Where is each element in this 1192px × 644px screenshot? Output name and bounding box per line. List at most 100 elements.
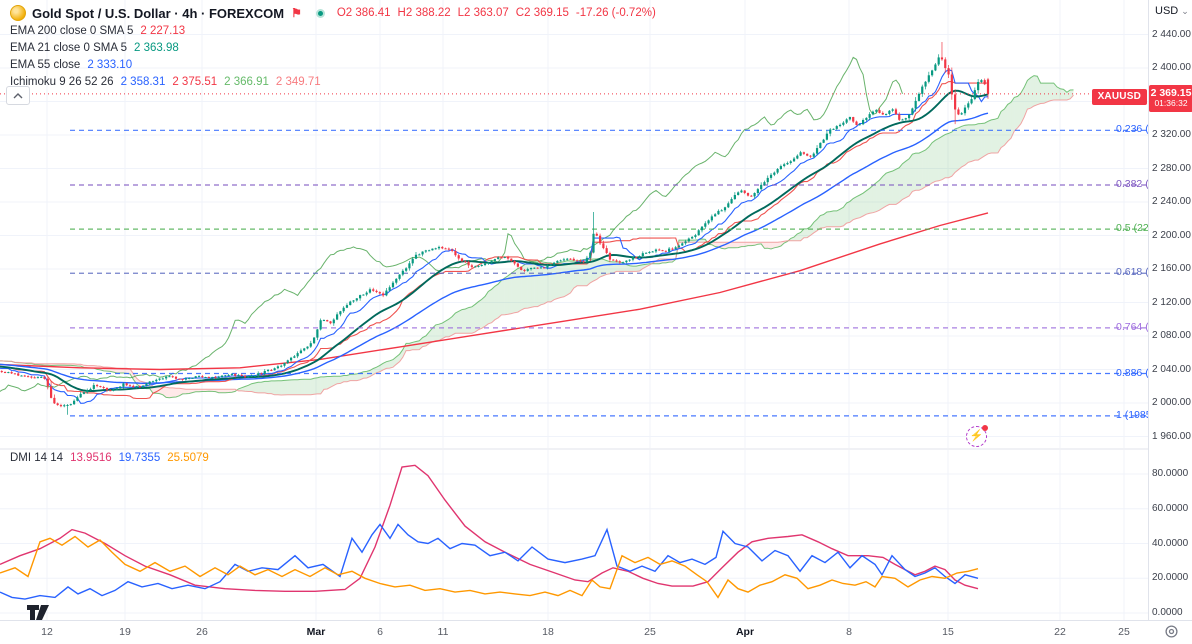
- chevron-down-icon: ⌄: [1181, 5, 1189, 16]
- dmi-pane: [0, 464, 979, 600]
- price-axis-label: 2 320.00: [1152, 129, 1191, 140]
- indicator-values: 13.9516 19.7355 25.5079: [63, 452, 209, 464]
- price-line-symbol-tag: XAUUSD: [1091, 89, 1147, 105]
- chikou-span-line: [0, 56, 903, 392]
- alerts-lightning-button[interactable]: ⚡: [966, 425, 988, 447]
- time-axis-label: Apr: [735, 626, 755, 638]
- fib-level-label: 1 (1985: [1116, 408, 1152, 421]
- legend-row-ema21[interactable]: EMA 21 close 0 SMA 5 2 363.98: [10, 39, 663, 56]
- bar-countdown: 01:36:32: [1154, 98, 1188, 109]
- tradingview-logo-icon: [27, 605, 49, 620]
- indicator-value: 2 358.31: [120, 75, 166, 88]
- tradingview-logo[interactable]: [26, 602, 56, 627]
- indicator-value: 2 227.13: [140, 24, 186, 37]
- indicator-value: 19.7355: [118, 452, 161, 464]
- time-axis-label: 12: [41, 626, 53, 638]
- time-axis-label: 11: [437, 626, 449, 638]
- indicator-values: 2 333.10: [80, 59, 132, 71]
- indicator-label: DMI 14 14: [10, 452, 64, 464]
- time-axis-label: 8: [846, 626, 852, 638]
- time-axis-label: 25: [644, 626, 656, 638]
- high-value: 2 388.22: [405, 7, 451, 19]
- fib-level-label: 0.236 (2: [1116, 123, 1155, 136]
- indicator-value: 13.9516: [70, 452, 112, 464]
- close-value: 2 369.15: [524, 7, 569, 19]
- chart-legend: Gold Spot / U.S. Dollar · 4h · FOREXCOM …: [10, 4, 663, 90]
- ema-200-line: [0, 212, 989, 371]
- indicator-label: EMA 21 close 0 SMA 5: [10, 41, 127, 54]
- time-axis-label: Mar: [306, 626, 326, 638]
- price-axis-label: 2 400.00: [1152, 62, 1191, 73]
- kijun-sen-line: [0, 80, 988, 400]
- symbol-title-row[interactable]: Gold Spot / U.S. Dollar · 4h · FOREXCOM …: [10, 4, 663, 22]
- indicator-value: 2 375.51: [172, 75, 218, 88]
- legend-row-ichimoku[interactable]: Ichimoku 9 26 52 26 2 358.31 2 375.51 2 36…: [10, 73, 663, 90]
- indicator-value: 2 366.91: [224, 75, 269, 88]
- price-axis-label: 2 120.00: [1152, 296, 1191, 308]
- close-label: C: [515, 7, 525, 19]
- indicator-values: 2 363.98: [127, 42, 179, 54]
- dmi-axis-label: 40.0000: [1152, 537, 1189, 549]
- indicator-label: EMA 55 close: [10, 58, 81, 71]
- time-axis-label: 22: [1054, 626, 1066, 638]
- price-axis-label: 2 200.00: [1152, 229, 1191, 241]
- data-status-dot[interactable]: [315, 8, 325, 18]
- dmi-line-+DI: [0, 523, 979, 600]
- gold-coin-icon: [10, 5, 26, 21]
- lightning-icon: ⚡: [969, 430, 984, 442]
- time-axis-label: 19: [119, 626, 131, 638]
- ema-21-line: [0, 89, 989, 392]
- legend-row-dmi[interactable]: DMI 14 14 13.9516 19.7355 25.5079: [10, 452, 209, 464]
- senkou-span-a-line: [0, 75, 1074, 399]
- legend-row-ema55[interactable]: EMA 55 close 2 333.10: [10, 56, 663, 73]
- price-axis-label: 2 240.00: [1152, 196, 1191, 207]
- dmi-axis-label: 80.0000: [1152, 468, 1189, 479]
- timezone-settings-button[interactable]: [1164, 624, 1179, 644]
- time-axis-label: 18: [542, 626, 554, 638]
- high-label: H: [397, 7, 406, 19]
- ohlc-values: O2 386.41 H2 388.22 L2 363.07 C2 369.15 …: [337, 7, 663, 19]
- indicator-value: 25.5079: [167, 452, 209, 464]
- dmi-axis-label: 60.0000: [1152, 502, 1189, 514]
- price-axis-label: 2 160.00: [1152, 263, 1191, 274]
- symbol-title: Gold Spot / U.S. Dollar · 4h · FOREXCOM: [32, 5, 285, 21]
- time-axis-label: 26: [196, 626, 208, 638]
- indicator-value: 2 363.98: [133, 41, 179, 54]
- fib-level-label: 0.5 (22: [1116, 222, 1149, 235]
- indicator-label: EMA 200 close 0 SMA 5: [10, 24, 134, 37]
- dmi-line-ADX: [0, 464, 979, 592]
- dmi-line--DI: [0, 535, 979, 599]
- time-axis-label: 6: [377, 626, 383, 638]
- notification-dot: [982, 425, 988, 431]
- price-axis-label: 2 080.00: [1152, 330, 1191, 341]
- ema-55-line: [0, 112, 989, 384]
- chevron-up-icon: [13, 92, 23, 98]
- low-label: L: [457, 7, 465, 19]
- open-label: O: [336, 7, 346, 19]
- indicator-values: 2 358.31 2 375.51 2 366.91 2 349.71: [114, 76, 321, 88]
- indicator-label: Ichimoku 9 26 52 26: [10, 75, 114, 88]
- tenkan-sen-line: [0, 68, 989, 404]
- legend-row-ema200[interactable]: EMA 200 close 0 SMA 5 2 227.13: [10, 22, 663, 39]
- indicator-values: 2 227.13: [133, 25, 185, 37]
- senkou-span-b-line: [0, 94, 1074, 396]
- current-price: 2 369.15: [1150, 87, 1192, 99]
- price-scale-currency-button[interactable]: USD ⌄: [1155, 5, 1189, 17]
- candlestick-series: [0, 42, 990, 415]
- legend-collapse-button[interactable]: [6, 86, 30, 105]
- price-axis-label: 2 440.00: [1152, 28, 1191, 40]
- indicator-value: 2 333.10: [87, 58, 133, 71]
- price-axis[interactable]: USD ⌄ 1 960.00 2 000.00 2 040.00 2 080.00 2 …: [1148, 0, 1192, 620]
- low-value: 2 363.07: [464, 7, 509, 19]
- settings-gear-icon: [1165, 625, 1178, 638]
- fib-level-label: 0.382 (2: [1116, 177, 1155, 190]
- dmi-axis-label: 0.0000: [1152, 607, 1183, 618]
- market-flag-icon[interactable]: ⚑: [291, 6, 302, 20]
- currency-label: USD: [1155, 5, 1179, 17]
- open-value: 2 386.41: [345, 7, 391, 19]
- change-value: -17.26 (-0.72%): [575, 7, 656, 19]
- indicator-value: 2 349.71: [275, 75, 321, 88]
- time-axis[interactable]: 12 19 26 Mar 6 11 18 25 Apr 8 15 22 25: [0, 620, 1192, 644]
